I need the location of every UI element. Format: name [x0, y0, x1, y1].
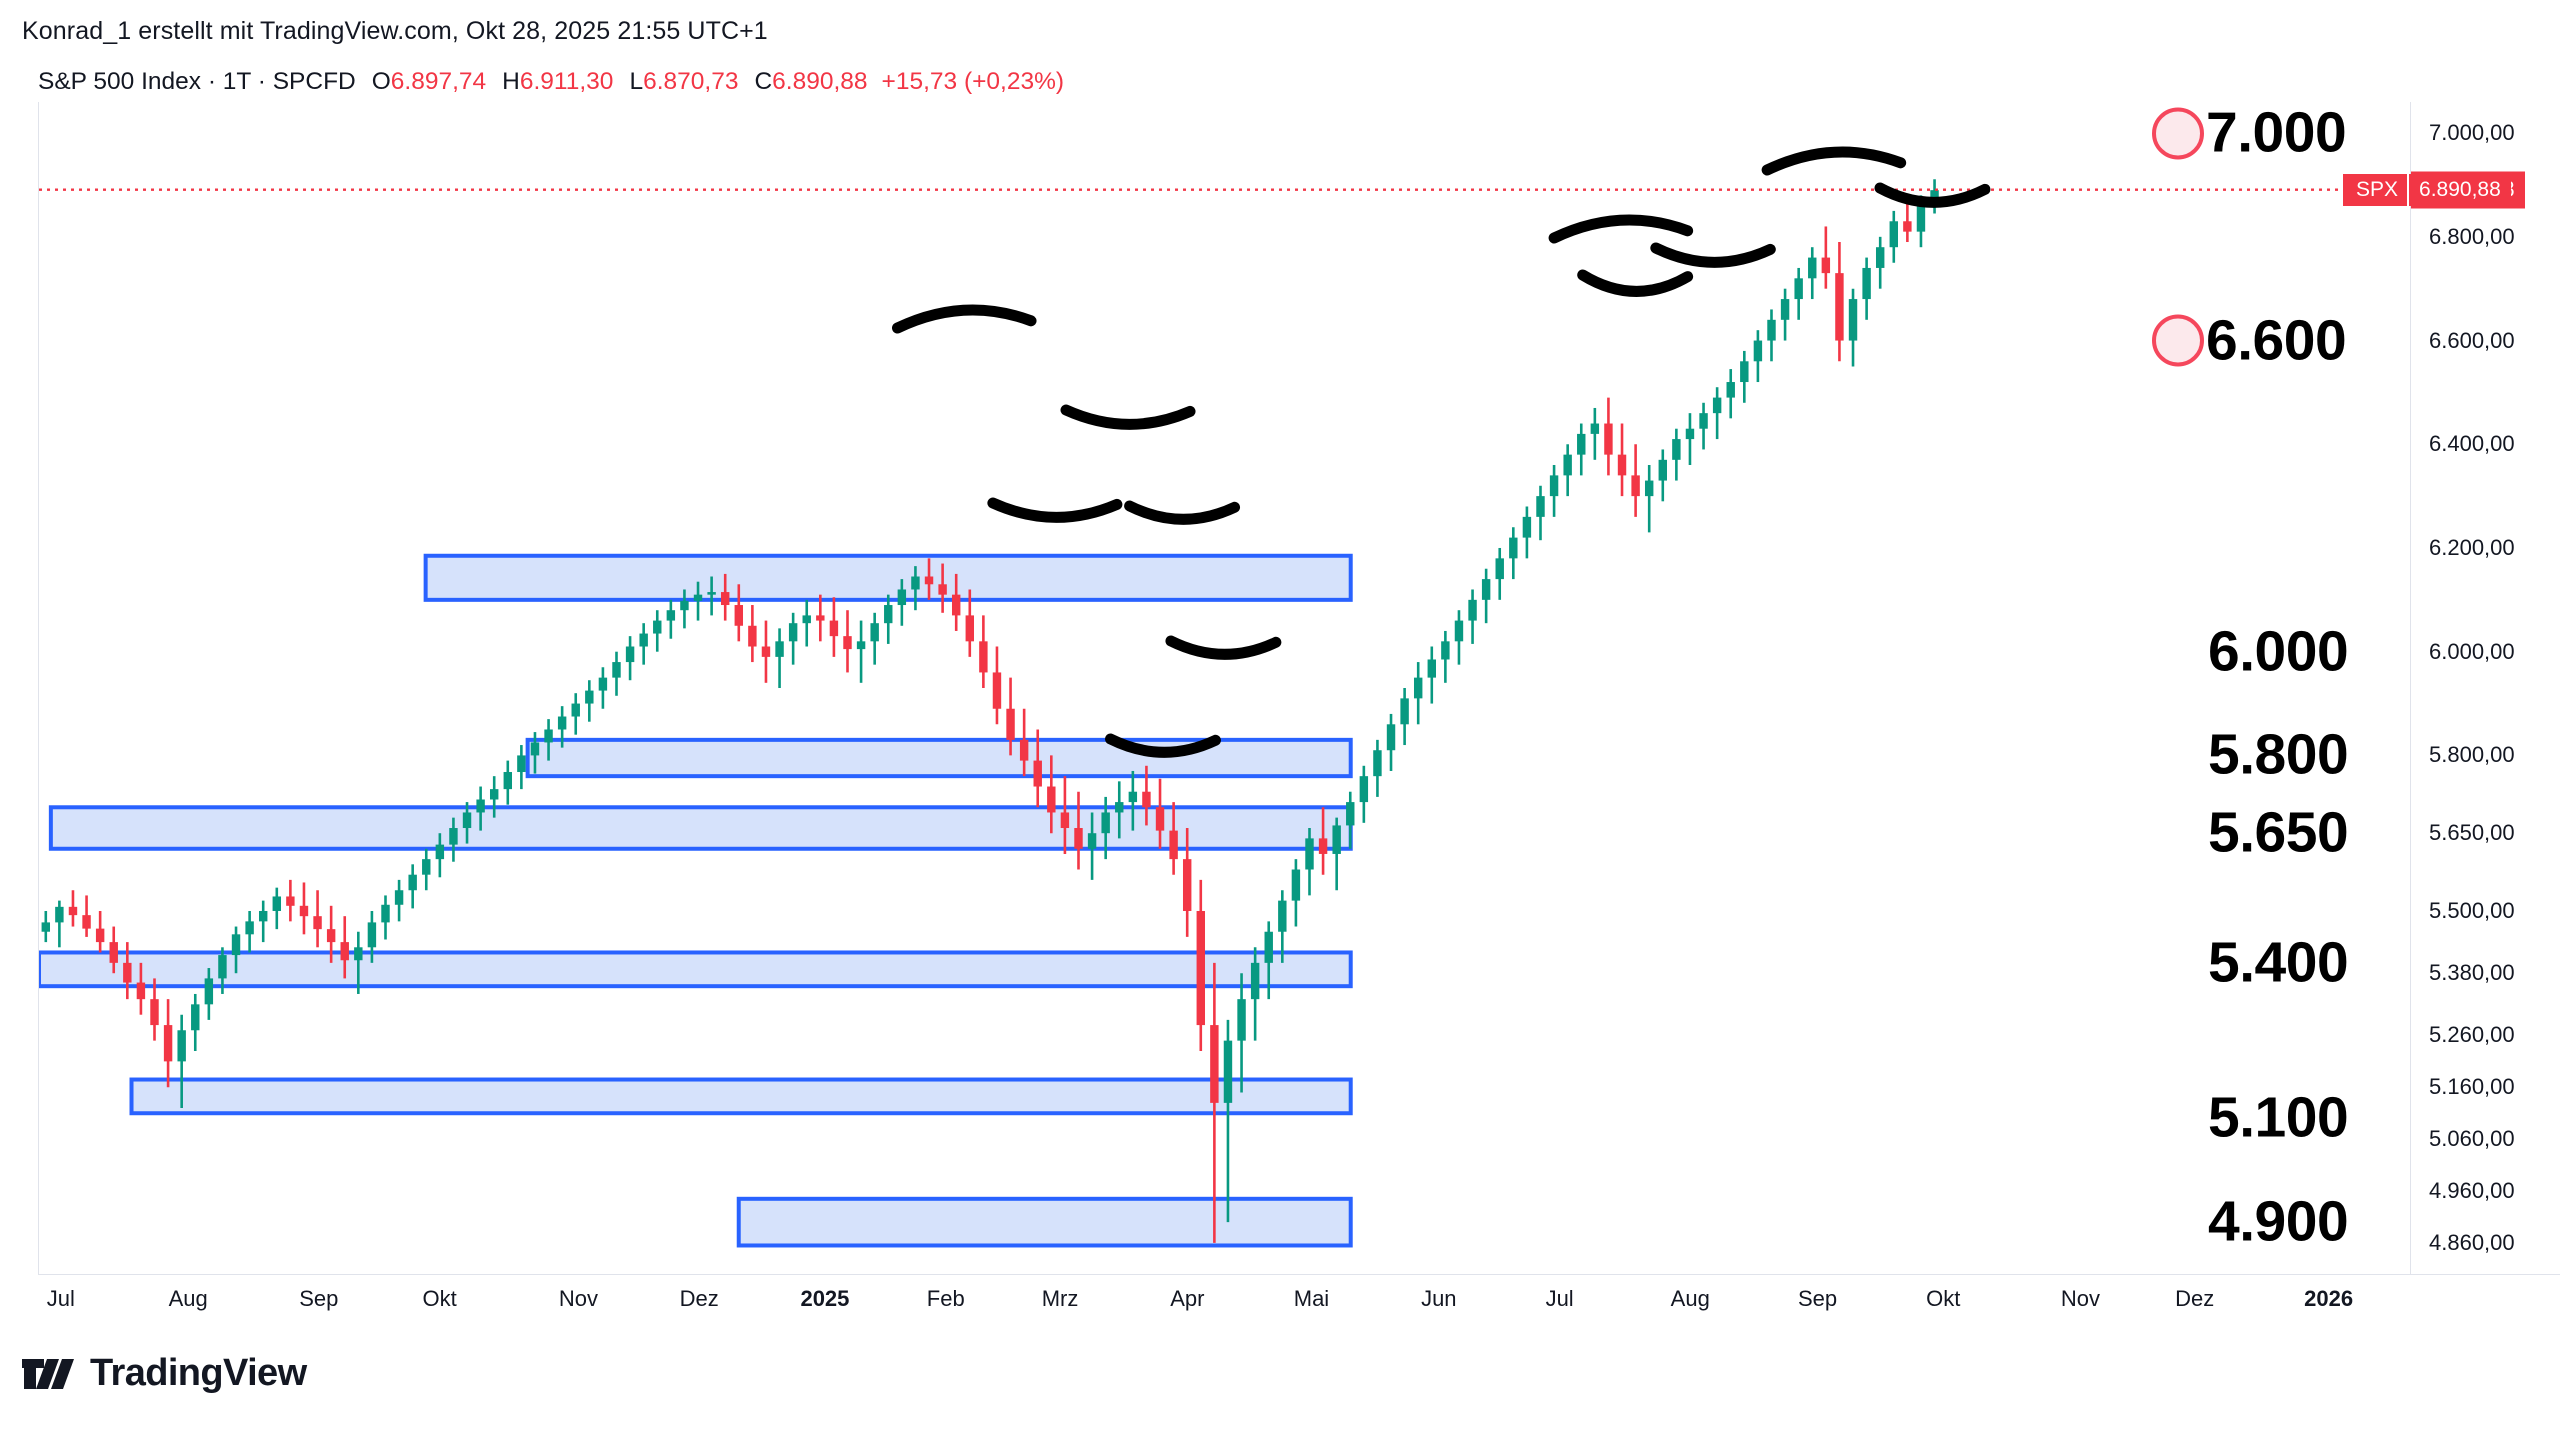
- time-axis-tick: Nov: [2060, 1286, 2100, 1311]
- time-axis-tick: Sep: [299, 1286, 339, 1311]
- legend-close: C6.890,88: [754, 68, 867, 96]
- spx-badge-tick: [2343, 173, 2347, 206]
- arc-cup-aug[interactable]: [1577, 269, 1694, 297]
- price-axis-tick: 4.860,00: [2429, 1229, 2515, 1255]
- price-level-5800[interactable]: 5.800: [2208, 722, 2349, 787]
- arc-cup-mrz[interactable]: [987, 497, 1123, 523]
- arc-cup-apr1[interactable]: [1124, 500, 1241, 525]
- price-axis-tick: 5.260,00: [2429, 1022, 2515, 1048]
- level-label: 5.100: [2208, 1085, 2349, 1150]
- chart-legend: S&P 500 Index · 1T · SPCFD O6.897,74 H6.…: [38, 62, 1064, 102]
- price-level-6000[interactable]: 6.000: [2208, 619, 2349, 684]
- zone-6100[interactable]: [423, 553, 1353, 602]
- legend-open-label: O: [371, 68, 391, 95]
- legend-change: +15,73 (+0,23%): [881, 68, 1065, 95]
- legend-high-label: H: [502, 68, 520, 95]
- price-axis-tick: 5.380,00: [2429, 960, 2515, 986]
- level-label: 6.000: [2208, 619, 2349, 684]
- chart-pane[interactable]: [38, 102, 2410, 1274]
- spx-badge-symbol: SPX: [2347, 173, 2408, 206]
- price-level-7000[interactable]: 7.000: [2152, 100, 2347, 165]
- arc-cup-mai[interactable]: [1060, 404, 1196, 430]
- attribution-text: Konrad_1 erstellt mit TradingView.com, O…: [22, 16, 768, 45]
- legend-open: O6.897,74: [372, 68, 486, 96]
- spx-badge-separator: [2407, 173, 2410, 206]
- time-axis-tick: Dez: [2175, 1286, 2215, 1311]
- arc-cup-sep[interactable]: [1650, 242, 1776, 268]
- time-axis[interactable]: Jul Aug Sep Okt Nov Dez 2025 Feb Mrz Apr Mai Jun Jul…: [38, 1274, 2560, 1326]
- level-label: 6.600: [2206, 308, 2347, 373]
- legend-low: L6.870,73: [629, 68, 738, 96]
- time-axis-tick: Okt: [1926, 1286, 1961, 1311]
- level-label: 7.000: [2206, 100, 2347, 165]
- legend-high: H6.911,30: [502, 68, 613, 96]
- price-level-6600[interactable]: 6.600: [2152, 308, 2347, 373]
- price-level-5400[interactable]: 5.400: [2208, 930, 2349, 995]
- legend-low-value: 6.870,73: [643, 68, 739, 95]
- price-axis-tick: 6.000,00: [2429, 638, 2515, 664]
- price-level-5100[interactable]: 5.100: [2208, 1085, 2349, 1150]
- arc-top-okt[interactable]: [1761, 146, 1907, 176]
- level-label: 5.400: [2208, 930, 2349, 995]
- time-axis-tick: Aug: [1670, 1286, 1710, 1311]
- legend-close-value: 6.890,88: [772, 68, 868, 95]
- time-axis-tick: Aug: [168, 1286, 208, 1311]
- arc-cup-apr2[interactable]: [1165, 635, 1282, 660]
- tradingview-logo-icon: [22, 1357, 76, 1391]
- arc-cup-apr3[interactable]: [1105, 733, 1221, 758]
- time-axis-tick: Nov: [558, 1286, 598, 1311]
- time-axis-tick: Mai: [1293, 1286, 1330, 1311]
- legend-close-label: C: [754, 68, 773, 95]
- level-circle-icon: [2152, 314, 2204, 367]
- price-axis-tick: 5.500,00: [2429, 897, 2515, 923]
- time-axis-tick: 2025: [800, 1286, 850, 1311]
- price-axis-tick: 6.200,00: [2429, 534, 2515, 560]
- price-axis-tick: 5.060,00: [2429, 1126, 2515, 1152]
- price-axis-tick: 6.800,00: [2429, 223, 2515, 249]
- candlestick-plot: [39, 146, 2410, 1248]
- price-axis[interactable]: 7.000,00 6.800,00 6.600,00 6.400,00 6.200,00…: [2410, 102, 2560, 1274]
- candle-series: [41, 179, 1939, 1243]
- arc-top-aug[interactable]: [1548, 214, 1694, 244]
- time-axis-tick: Feb: [926, 1286, 965, 1311]
- price-axis-tick: 5.160,00: [2429, 1074, 2515, 1100]
- time-axis-tick: Mrz: [1041, 1286, 1079, 1311]
- price-level-4900[interactable]: 4.900: [2208, 1189, 2349, 1254]
- zone-4900[interactable]: [736, 1196, 1353, 1248]
- level-label: 5.800: [2208, 722, 2349, 787]
- zone-5650[interactable]: [48, 805, 1353, 851]
- legend-low-label: L: [629, 68, 644, 95]
- tradingview-wordmark: TradingView: [90, 1352, 307, 1394]
- zone-5800[interactable]: [525, 737, 1353, 779]
- zone-5400[interactable]: [39, 950, 1353, 989]
- zone-5100[interactable]: [129, 1077, 1353, 1116]
- arc-cup-okt[interactable]: [1874, 182, 1991, 208]
- level-circle-icon: [2152, 107, 2204, 160]
- time-axis-tick: Dez: [679, 1286, 719, 1311]
- time-axis-tick: Apr: [1170, 1286, 1205, 1311]
- price-axis-tick: 5.650,00: [2429, 820, 2515, 846]
- tradingview-footer: TradingView: [22, 1352, 307, 1395]
- time-axis-tick: Jul: [1545, 1286, 1574, 1311]
- spx-badge[interactable]: SPX 6.890,88: [2343, 173, 2511, 206]
- legend-high-value: 6.911,30: [519, 68, 614, 95]
- legend-symbol[interactable]: S&P 500 Index · 1T · SPCFD: [38, 68, 356, 95]
- price-axis-tick: 7.000,00: [2429, 120, 2515, 146]
- time-axis-tick: Okt: [422, 1286, 457, 1311]
- price-level-5650[interactable]: 5.650: [2208, 800, 2349, 865]
- price-axis-tick: 6.600,00: [2429, 327, 2515, 353]
- level-label: 5.650: [2208, 800, 2349, 865]
- price-axis-tick: 4.960,00: [2429, 1178, 2515, 1204]
- legend-open-value: 6.897,74: [390, 68, 487, 95]
- arc-top-dec[interactable]: [891, 304, 1037, 334]
- spx-badge-price: 6.890,88: [2409, 173, 2511, 206]
- price-axis-tick: 6.400,00: [2429, 431, 2515, 457]
- level-label: 4.900: [2208, 1189, 2349, 1254]
- time-axis-tick: 2026: [2304, 1286, 2354, 1311]
- time-axis-tick: Jul: [46, 1286, 75, 1311]
- time-axis-tick: Sep: [1798, 1286, 1838, 1311]
- time-axis-tick: Jun: [1421, 1286, 1457, 1311]
- price-axis-tick: 5.800,00: [2429, 742, 2515, 768]
